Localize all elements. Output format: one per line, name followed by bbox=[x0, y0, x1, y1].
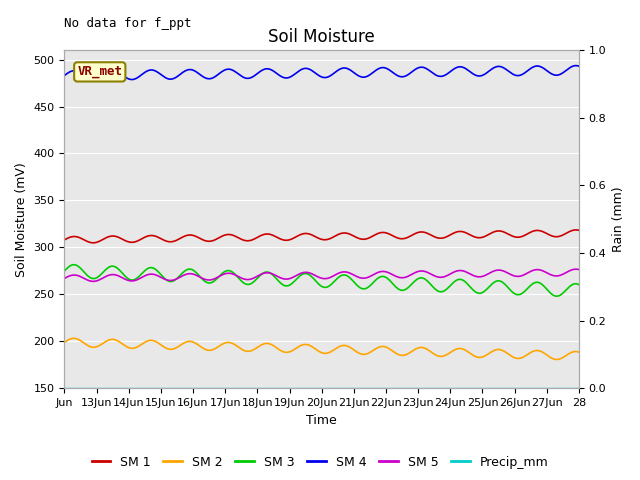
Y-axis label: Rain (mm): Rain (mm) bbox=[612, 186, 625, 252]
Legend: SM 1, SM 2, SM 3, SM 4, SM 5, Precip_mm: SM 1, SM 2, SM 3, SM 4, SM 5, Precip_mm bbox=[86, 451, 554, 474]
Text: VR_met: VR_met bbox=[77, 65, 122, 78]
X-axis label: Time: Time bbox=[307, 414, 337, 427]
Title: Soil Moisture: Soil Moisture bbox=[268, 28, 375, 46]
Text: No data for f_ppt: No data for f_ppt bbox=[65, 17, 192, 30]
Y-axis label: Soil Moisture (mV): Soil Moisture (mV) bbox=[15, 162, 28, 276]
